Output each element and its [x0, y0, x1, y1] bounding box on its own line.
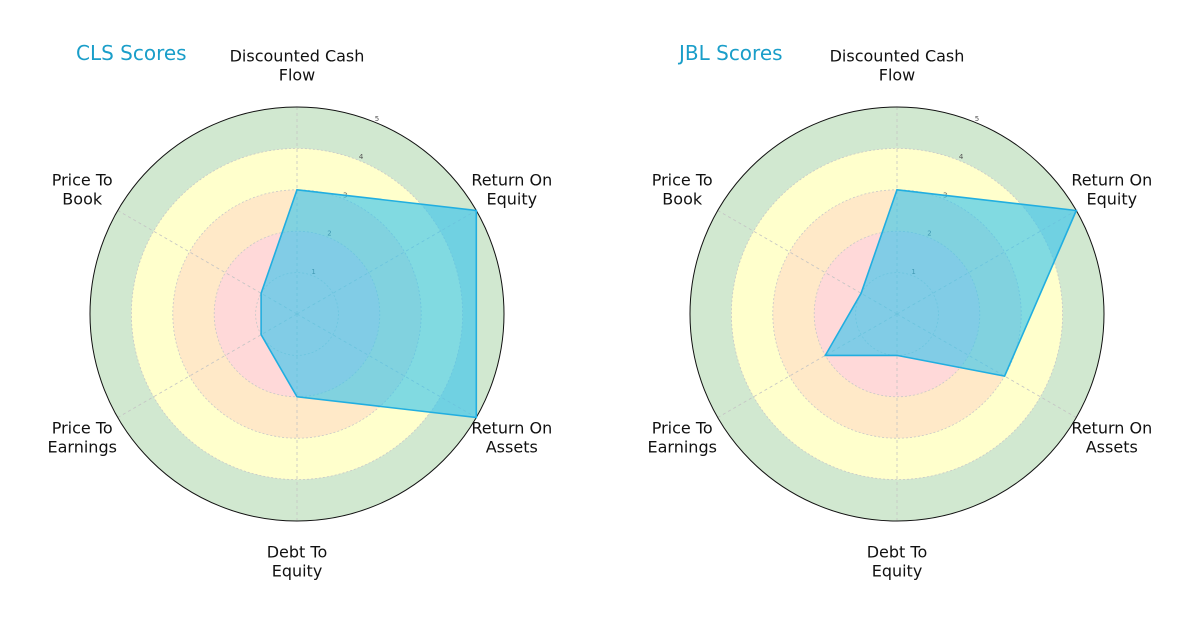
category-label-line: Return On — [471, 171, 552, 190]
category-label: Discounted Cash Flow — [830, 47, 965, 85]
radial-tick-label: 4 — [959, 153, 964, 161]
radial-tick-label: 5 — [375, 115, 379, 123]
category-label: Price To Earnings — [48, 419, 117, 457]
score-polygon — [823, 188, 1078, 378]
category-label-line: Flow — [279, 66, 316, 85]
category-label-line: Book — [62, 190, 103, 209]
chart-title: CLS Scores — [76, 41, 187, 65]
category-label: Return On Equity — [471, 171, 552, 209]
category-label-line: Earnings — [648, 438, 717, 457]
category-label-line: Price To — [52, 171, 113, 190]
category-label: Return On Equity — [1071, 171, 1152, 209]
category-label-line: Equity — [1086, 190, 1137, 209]
category-label-line: Debt To — [267, 543, 328, 562]
category-label: Return On Assets — [1071, 419, 1152, 457]
radial-tick-label: 4 — [359, 153, 364, 161]
category-label-line: Assets — [1086, 438, 1138, 457]
category-label: Price To Book — [652, 171, 713, 209]
spoke-line — [117, 210, 298, 315]
category-label-line: Discounted Cash — [830, 47, 965, 66]
category-label-line: Equity — [272, 562, 323, 581]
category-label-line: Equity — [872, 562, 923, 581]
spoke-line — [717, 313, 898, 418]
jbl-radar-chart: JBL Scores12345Discounted CashFlowReturn… — [648, 41, 1153, 581]
category-label-line: Return On — [1071, 419, 1152, 438]
category-label: Price To Earnings — [648, 419, 717, 457]
radial-tick-label: 5 — [975, 115, 979, 123]
category-label-line: Price To — [652, 419, 713, 438]
category-label: Debt To Equity — [267, 543, 328, 581]
spoke-line — [117, 313, 298, 418]
grid-ring — [731, 147, 1064, 481]
category-label: Price To Book — [52, 171, 113, 209]
category-label-line: Return On — [1071, 171, 1152, 190]
category-label: Return On Assets — [471, 419, 552, 457]
category-label-line: Price To — [52, 419, 113, 438]
category-label-line: Assets — [486, 438, 538, 457]
chart-title: JBL Scores — [677, 41, 783, 65]
category-label: Discounted Cash Flow — [230, 47, 365, 85]
outer-boundary — [689, 106, 1105, 522]
category-label-line: Price To — [652, 171, 713, 190]
cls-radar-chart: CLS Scores12345Discounted CashFlowReturn… — [48, 41, 553, 581]
category-label-line: Equity — [486, 190, 537, 209]
category-label-line: Book — [662, 190, 703, 209]
category-label-line: Earnings — [48, 438, 117, 457]
category-label-line: Flow — [879, 66, 916, 85]
category-label-line: Return On — [471, 419, 552, 438]
spoke-line — [717, 210, 898, 315]
outer-boundary — [89, 106, 505, 522]
score-polygon — [260, 188, 478, 419]
category-label-line: Debt To — [867, 543, 928, 562]
category-label-line: Discounted Cash — [230, 47, 365, 66]
category-label: Debt To Equity — [867, 543, 928, 581]
